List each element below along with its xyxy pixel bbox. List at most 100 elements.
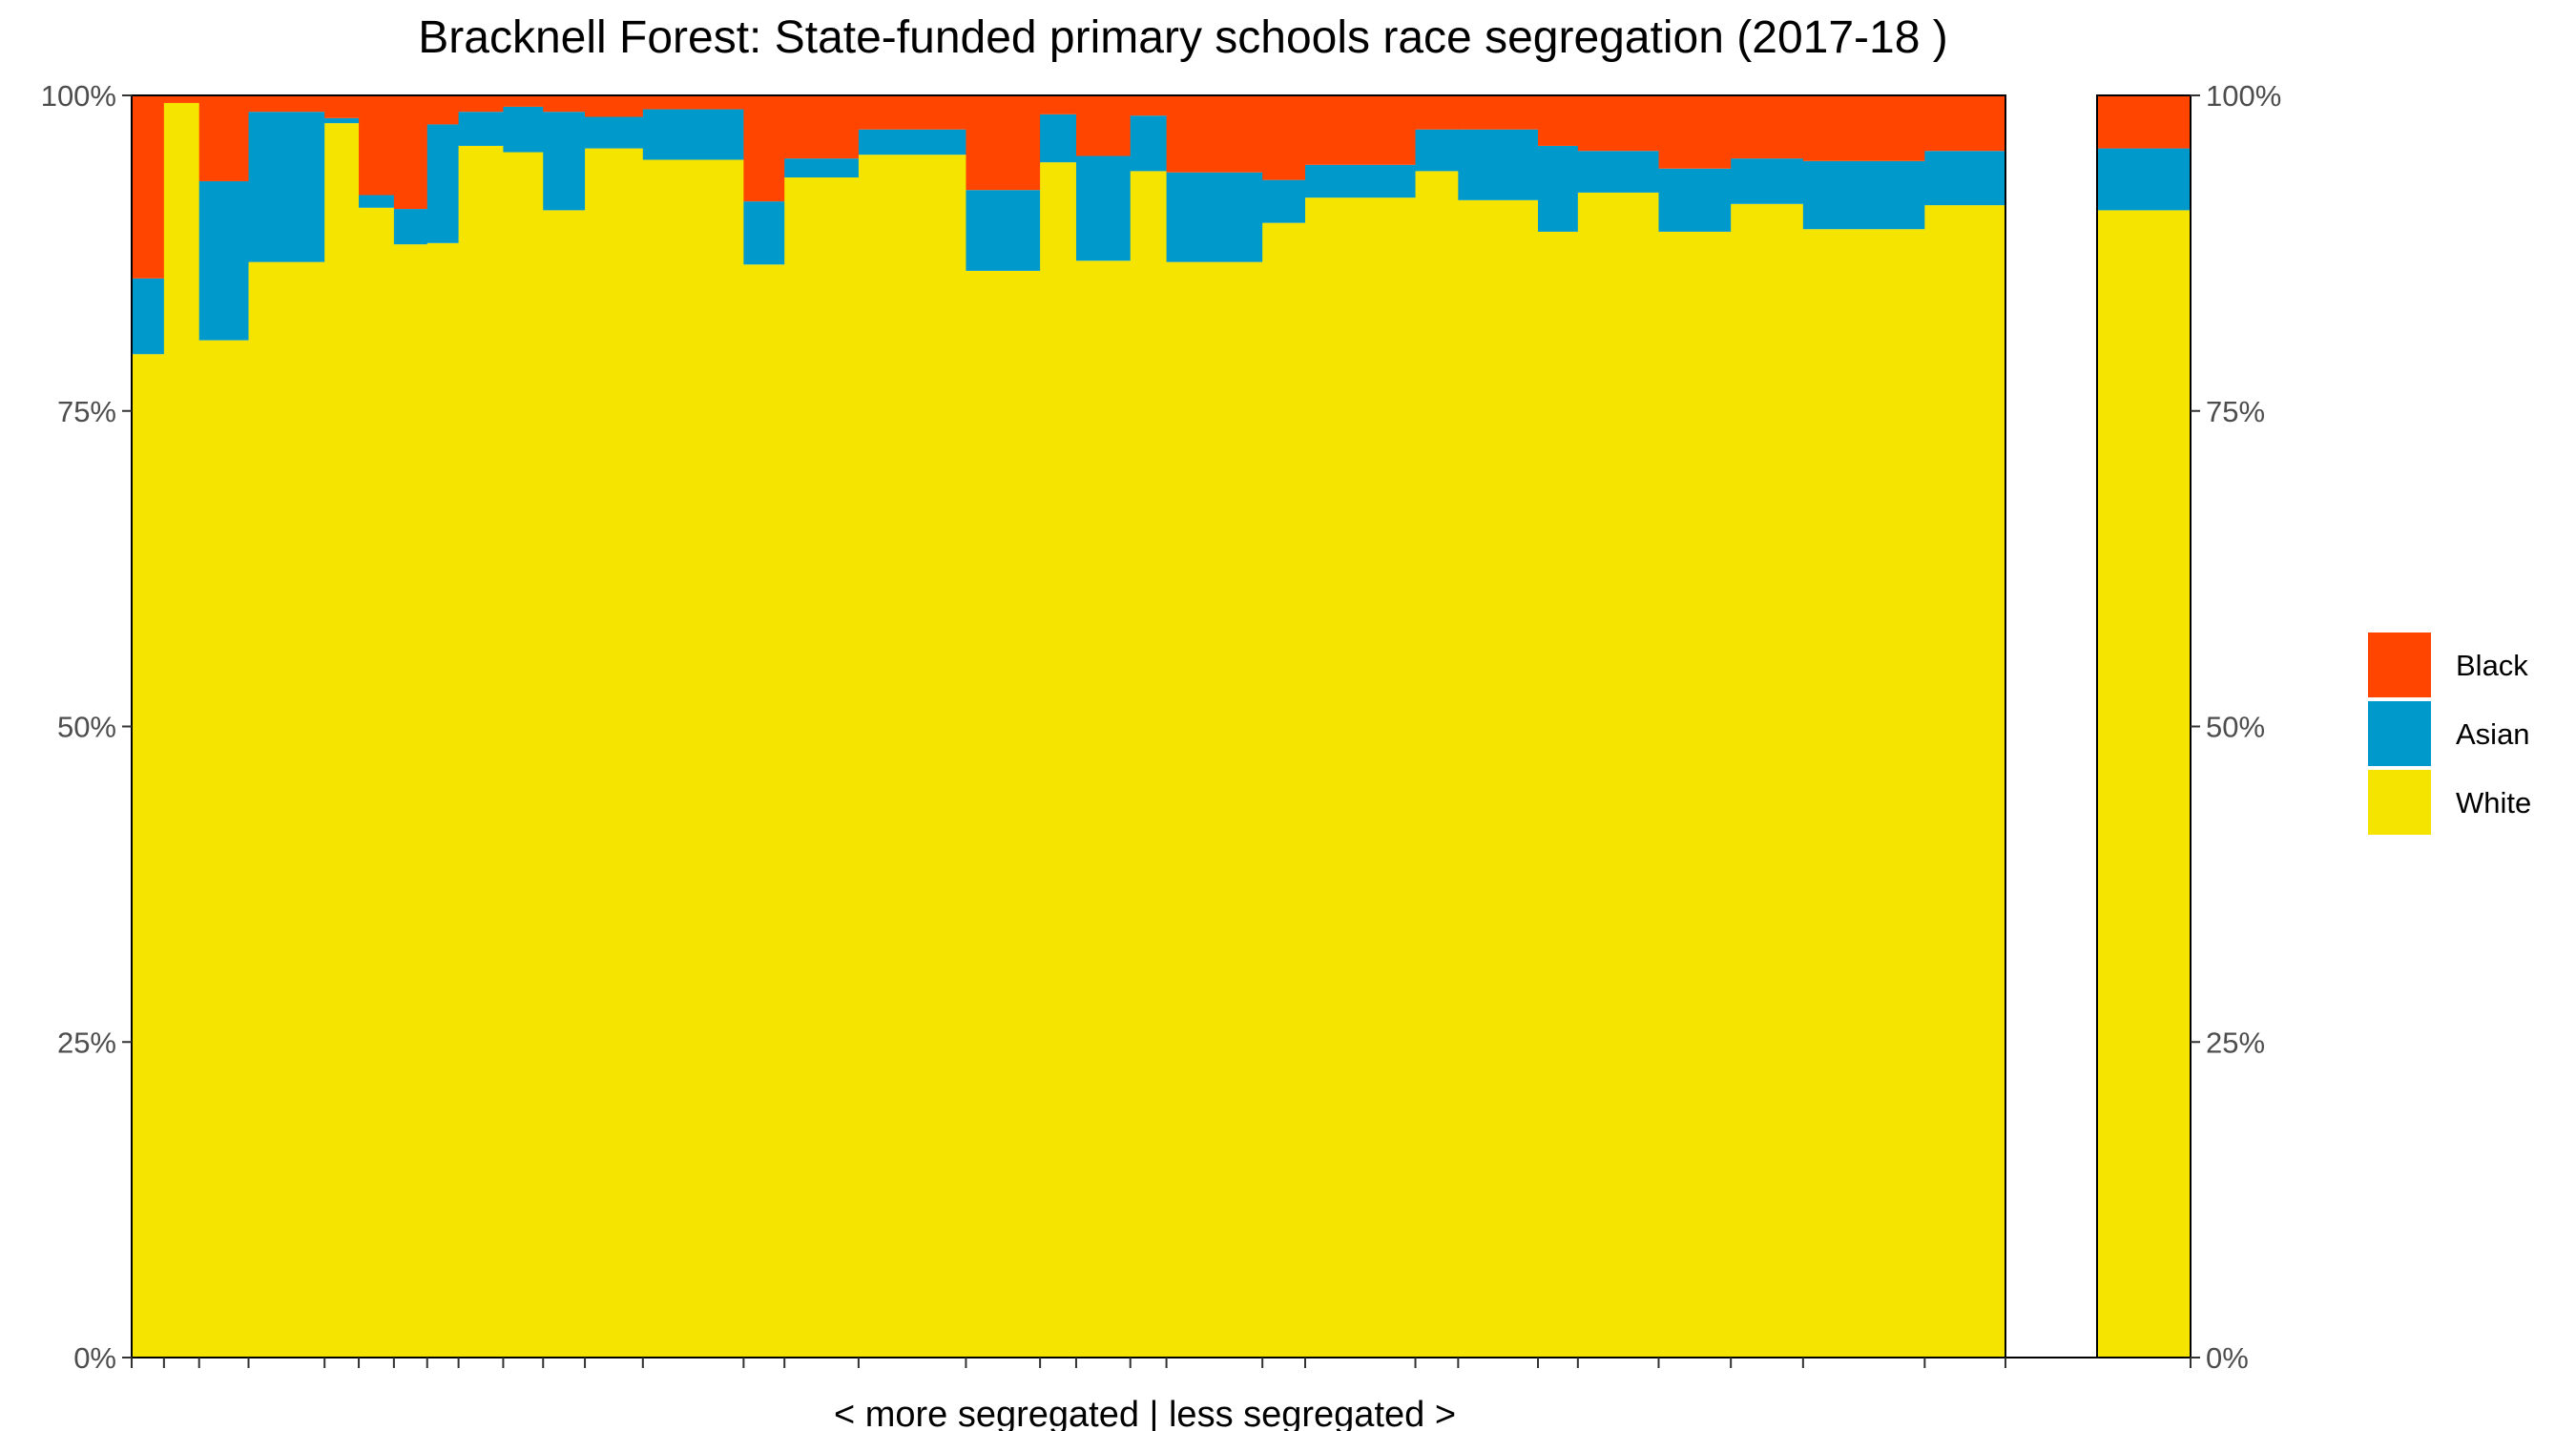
bar-segment-black	[858, 95, 967, 130]
bar-segment-black	[585, 95, 644, 117]
bar-segment-white	[1924, 205, 2006, 1358]
bar-segment-asian	[543, 112, 586, 211]
bar-segment-asian	[1658, 168, 1732, 232]
school-bar	[1658, 95, 1732, 1358]
bar-segment-black	[784, 95, 860, 159]
bar-segment-white	[1577, 192, 1660, 1358]
school-bar	[1166, 95, 1263, 1358]
school-bar	[858, 95, 967, 1358]
bar-segment-white	[1415, 171, 1459, 1358]
bar-segment-black	[458, 95, 505, 113]
bar-segment-black	[642, 95, 744, 110]
bar-segment-asian	[1262, 179, 1306, 223]
bar-segment-white	[1130, 171, 1168, 1358]
legend-key	[2368, 633, 2431, 697]
school-bar	[1040, 95, 1077, 1358]
bar-segment-black	[426, 95, 460, 125]
bar-segment-white	[503, 152, 544, 1358]
bar-segment-asian	[1802, 160, 1925, 230]
school-bar	[784, 95, 860, 1358]
school-bar	[458, 95, 505, 1358]
school-bar	[1577, 95, 1660, 1358]
y-tick-label: 100%	[2206, 79, 2281, 113]
bar-segment-white	[858, 155, 967, 1358]
school-bar	[359, 95, 395, 1358]
y-axis-left: 0% 25% 50% 75% 100%	[41, 79, 132, 1375]
school-bar	[248, 95, 325, 1358]
y-tick-label: 50%	[2206, 711, 2265, 744]
legend-key	[2368, 770, 2431, 835]
bar-segment-asian	[1130, 115, 1168, 172]
school-bar	[324, 95, 360, 1358]
bar-segment-asian	[248, 112, 325, 262]
bar-segment-white	[393, 244, 428, 1358]
bar-segment-black	[163, 95, 200, 103]
school-bar	[1458, 95, 1539, 1358]
bar-segment-white	[784, 176, 860, 1358]
school-bar	[1075, 95, 1132, 1358]
bar-segment-white	[1304, 197, 1417, 1358]
bar-segment-black	[198, 95, 250, 181]
bar-segment-asian	[585, 116, 644, 149]
bar-segment-asian	[1304, 164, 1417, 198]
bar-segment-asian	[743, 201, 785, 265]
bar-segment-white	[1040, 162, 1077, 1358]
bar-segment-white	[585, 148, 644, 1358]
bars-layer	[132, 95, 2006, 1358]
chart-title: Bracknell Forest: State-funded primary s…	[418, 12, 1948, 63]
bar-segment-white	[1802, 229, 1925, 1358]
bar-segment-black	[1802, 95, 1925, 161]
bar-segment-white	[966, 270, 1041, 1358]
bar-segment-black	[1538, 95, 1579, 146]
bar-segment-black	[1130, 95, 1168, 116]
legend-item-asian: Asian	[2368, 701, 2530, 766]
overall-segment-black	[2097, 95, 2191, 149]
bar-segment-asian	[198, 180, 250, 341]
bar-segment-black	[503, 95, 544, 107]
legend-label: White	[2456, 786, 2531, 819]
bar-segment-black	[1658, 95, 1732, 169]
bar-segment-black	[743, 95, 785, 202]
bar-segment-black	[393, 95, 428, 210]
school-bar	[642, 95, 744, 1358]
y-axis-right: 0% 25% 50% 75% 100%	[2191, 79, 2281, 1375]
legend-label: Asian	[2456, 717, 2530, 751]
bar-segment-white	[458, 145, 505, 1358]
legend-item-white: White	[2368, 770, 2531, 835]
overall-bar-group	[2097, 95, 2191, 1358]
bar-segment-white	[642, 159, 744, 1358]
bar-segment-black	[359, 95, 395, 196]
school-bar	[1538, 95, 1579, 1358]
school-bar	[543, 95, 586, 1358]
bar-segment-asian	[393, 209, 428, 245]
bar-segment-white	[1075, 260, 1132, 1358]
bar-segment-white	[132, 354, 165, 1358]
bar-segment-black	[248, 95, 325, 113]
bar-segment-asian	[858, 129, 967, 156]
school-bar	[1262, 95, 1306, 1358]
school-bar	[966, 95, 1041, 1358]
bar-segment-white	[1458, 199, 1539, 1358]
bar-segment-asian	[1040, 114, 1077, 163]
bar-segment-black	[1040, 95, 1077, 114]
bar-segment-asian	[1924, 151, 2006, 206]
bar-segment-asian	[426, 124, 460, 243]
bar-segment-asian	[642, 109, 744, 160]
y-tick-label: 0%	[73, 1341, 116, 1375]
school-bar	[1304, 95, 1417, 1358]
legend: Black Asian White	[2368, 633, 2531, 835]
legend-key	[2368, 701, 2431, 766]
overall-segment-asian	[2097, 148, 2191, 211]
bar-segment-black	[543, 95, 586, 113]
bar-segment-white	[248, 261, 325, 1358]
school-bar	[198, 95, 250, 1358]
bar-segment-white	[1658, 231, 1732, 1358]
legend-item-black: Black	[2368, 633, 2528, 697]
bar-segment-asian	[1075, 156, 1132, 261]
x-axis	[131, 1358, 2192, 1368]
school-bar	[585, 95, 644, 1358]
bar-segment-white	[324, 123, 360, 1358]
school-bar	[132, 95, 165, 1358]
bar-segment-black	[1415, 95, 1459, 130]
